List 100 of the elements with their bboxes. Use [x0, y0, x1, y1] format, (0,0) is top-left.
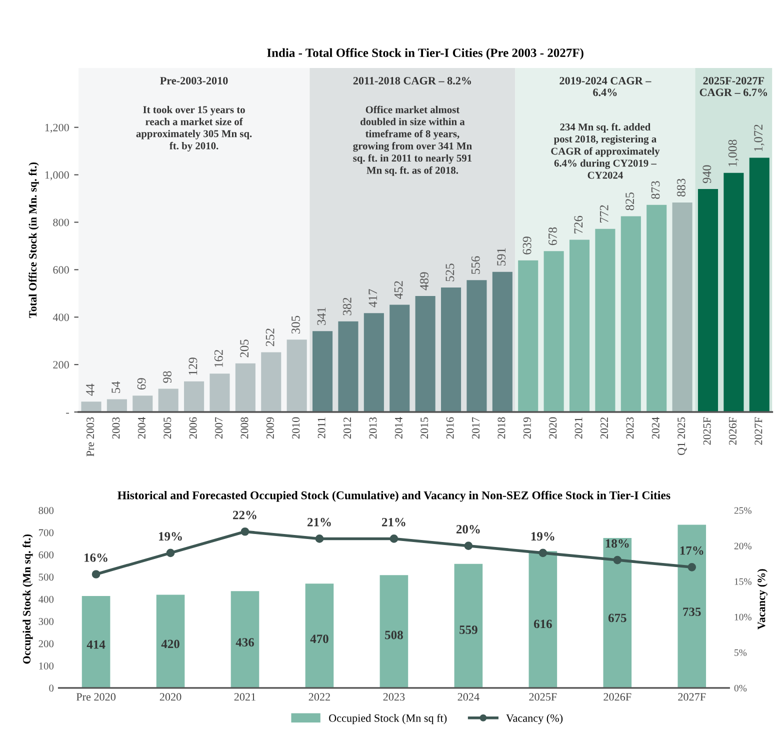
x-tick-label: 2019 [523, 417, 531, 439]
bar [380, 575, 408, 688]
data-label: 675 [608, 614, 626, 622]
y-tick-label: 700 [39, 529, 54, 536]
x-tick-label: 2014 [394, 417, 402, 439]
bar [132, 396, 153, 412]
point [92, 570, 100, 578]
x-tick-label: 2011 [318, 418, 326, 438]
data-label: 162 [214, 350, 223, 367]
x-tick-label: 2024 [652, 417, 660, 439]
data-label: 205 [240, 340, 249, 358]
x-tick-label: 2025F [529, 693, 557, 701]
data-label: 98 [163, 371, 172, 383]
x-tick-label: 2006 [189, 417, 197, 439]
data-label: 18% [606, 539, 629, 548]
point [688, 562, 696, 572]
y-tick-label: 200 [38, 640, 54, 648]
legend-label: Occupied Stock (Mn sq ft) [329, 714, 447, 724]
bar [698, 189, 718, 412]
data-label: 825 [626, 192, 634, 210]
bar [415, 296, 436, 412]
y-tick-label: 600 [38, 551, 54, 558]
y2-tick-label: 15% [734, 578, 752, 585]
data-label: 417 [368, 289, 377, 308]
data-label: 16% [84, 553, 108, 562]
data-label: 489 [420, 272, 428, 290]
bar [261, 352, 282, 412]
data-label: 1,008 [728, 140, 739, 166]
bar [338, 321, 358, 412]
x-tick-label: Q1 2025 [678, 417, 687, 456]
x-tick-label: 2020 [160, 693, 182, 701]
chart-title: Historical and Forecasted Occupied Stock (Cumulative) and Vacancy in Non-SEZ Office Stock in Tier-I Cities [118, 490, 670, 502]
band-label: 2011-2018 CAGR – 8.2% [353, 76, 471, 85]
data-label: 735 [683, 608, 701, 616]
data-label: 873 [651, 181, 660, 199]
y-tick-label: 600 [53, 266, 69, 274]
point [464, 542, 473, 550]
y-tick-label: 300 [38, 618, 54, 626]
y-tick-label: 400 [52, 314, 69, 322]
y-tick-label: 400 [38, 596, 54, 603]
x-tick-label: 2010 [292, 417, 300, 439]
annotation: 234 Mn sq. ft. added post 2018, registering a CAGR of approximately 6.4% during CY2019 – CY2024 [551, 123, 660, 179]
x-tick-label: 2023 [626, 417, 634, 439]
x-tick-label: 2027F [754, 417, 762, 445]
x-tick-label: 2027F [678, 693, 706, 701]
x-tick-label: 2021 [234, 693, 256, 701]
y-tick-label: 100 [39, 662, 54, 670]
point [613, 556, 622, 564]
y2-tick-label: 20% [734, 542, 752, 550]
data-label: 19% [531, 532, 554, 541]
data-label: 772 [600, 205, 608, 222]
y-axis-title: Total Office Stock (in Mn. sq. ft.) [28, 162, 39, 318]
x-tick-label: 2007 [215, 417, 223, 439]
x-tick-label: 2020 [549, 417, 557, 439]
point [538, 548, 548, 558]
bar [544, 251, 564, 412]
data-label: 591 [497, 248, 506, 266]
x-tick-label: 2026F [604, 693, 632, 701]
y-tick-label: 800 [53, 218, 69, 226]
bar [724, 172, 744, 412]
data-label: 20% [456, 525, 480, 534]
x-tick-label: 2025F [703, 417, 711, 445]
data-label: 616 [534, 620, 552, 628]
y2-tick-label: 5% [734, 649, 747, 656]
bar [672, 202, 692, 412]
data-label: 639 [522, 236, 532, 254]
bar [528, 551, 558, 688]
bar [106, 399, 127, 412]
data-label: 1,072 [754, 124, 764, 152]
data-label: 940 [702, 165, 712, 184]
bar [454, 564, 483, 688]
bar [646, 204, 667, 412]
chart-title: India - Total Office Stock in Tier-I Cities (Pre 2003 - 2027F) [267, 48, 584, 60]
bar [305, 584, 334, 688]
bar [603, 538, 632, 688]
y-tick-label: 800 [38, 506, 54, 514]
data-label: 559 [460, 626, 478, 634]
x-tick-label: 2024 [458, 693, 480, 701]
band-label: 2019-2024 CAGR – 6.4% [560, 76, 652, 96]
data-label: 19% [159, 532, 182, 541]
data-label: 21% [308, 518, 331, 526]
annotation: Office market almost doubled in size within a timeframe of 8 years, growing from over 341 Mn sq. ft. in 2011 to nearly 591 Mn sq. ft. as of 2018. [353, 106, 472, 176]
point [390, 534, 398, 543]
y-tick-label: 0 [49, 684, 54, 692]
bar [440, 287, 462, 412]
x-tick-label: Pre 2003 [86, 417, 94, 456]
bar [569, 240, 590, 412]
x-tick-label: 2012 [344, 417, 352, 439]
data-label: 305 [292, 316, 300, 334]
bar [620, 216, 641, 412]
band-label: 2025F-2027F CAGR – 6.7% [700, 76, 768, 96]
bar [518, 260, 538, 412]
x-tick-label: 2016 [446, 417, 454, 439]
y2-tick-label: 0% [734, 684, 747, 692]
data-label: 508 [385, 630, 403, 640]
x-tick-label: 2017 [472, 417, 480, 439]
x-tick-label: 2004 [138, 417, 146, 439]
bar [235, 363, 256, 412]
data-label: 678 [548, 227, 557, 246]
data-label: 21% [382, 518, 406, 526]
